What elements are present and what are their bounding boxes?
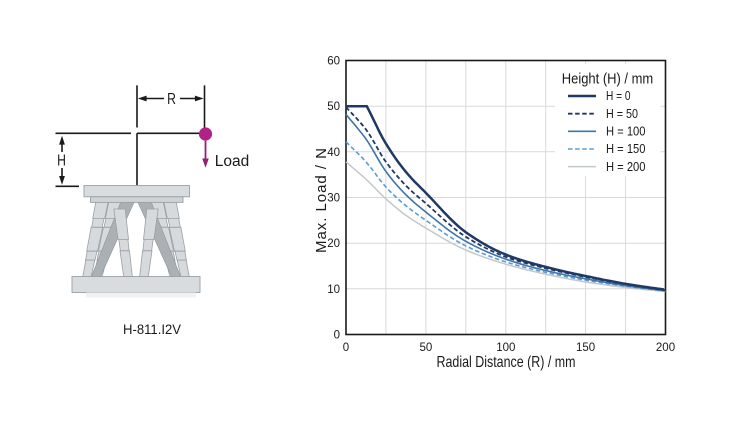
svg-text:200: 200 <box>656 342 675 354</box>
svg-text:0: 0 <box>334 330 340 342</box>
svg-text:H: H <box>57 153 66 170</box>
svg-text:H = 200: H = 200 <box>606 160 646 174</box>
svg-text:60: 60 <box>327 56 340 68</box>
svg-text:10: 10 <box>327 284 340 296</box>
svg-text:Radial Distance (R) / mm: Radial Distance (R) / mm <box>437 354 576 371</box>
svg-text:Max. Load / N: Max. Load / N <box>313 148 330 253</box>
svg-text:H-811.I2V: H-811.I2V <box>123 321 182 337</box>
svg-text:20: 20 <box>327 238 340 250</box>
svg-text:50: 50 <box>420 342 433 354</box>
svg-text:Load: Load <box>215 153 250 170</box>
svg-text:H = 0: H = 0 <box>606 89 631 103</box>
svg-text:100: 100 <box>496 342 515 354</box>
svg-text:40: 40 <box>327 147 340 159</box>
svg-text:150: 150 <box>576 342 595 354</box>
svg-text:H = 150: H = 150 <box>606 142 646 156</box>
svg-text:50: 50 <box>327 101 340 113</box>
svg-text:R: R <box>167 91 176 108</box>
svg-text:H = 50: H = 50 <box>606 107 638 121</box>
svg-text:30: 30 <box>327 193 340 205</box>
svg-text:H = 100: H = 100 <box>606 125 646 139</box>
svg-text:Height (H) / mm: Height (H) / mm <box>562 72 654 88</box>
svg-text:0: 0 <box>343 342 349 354</box>
